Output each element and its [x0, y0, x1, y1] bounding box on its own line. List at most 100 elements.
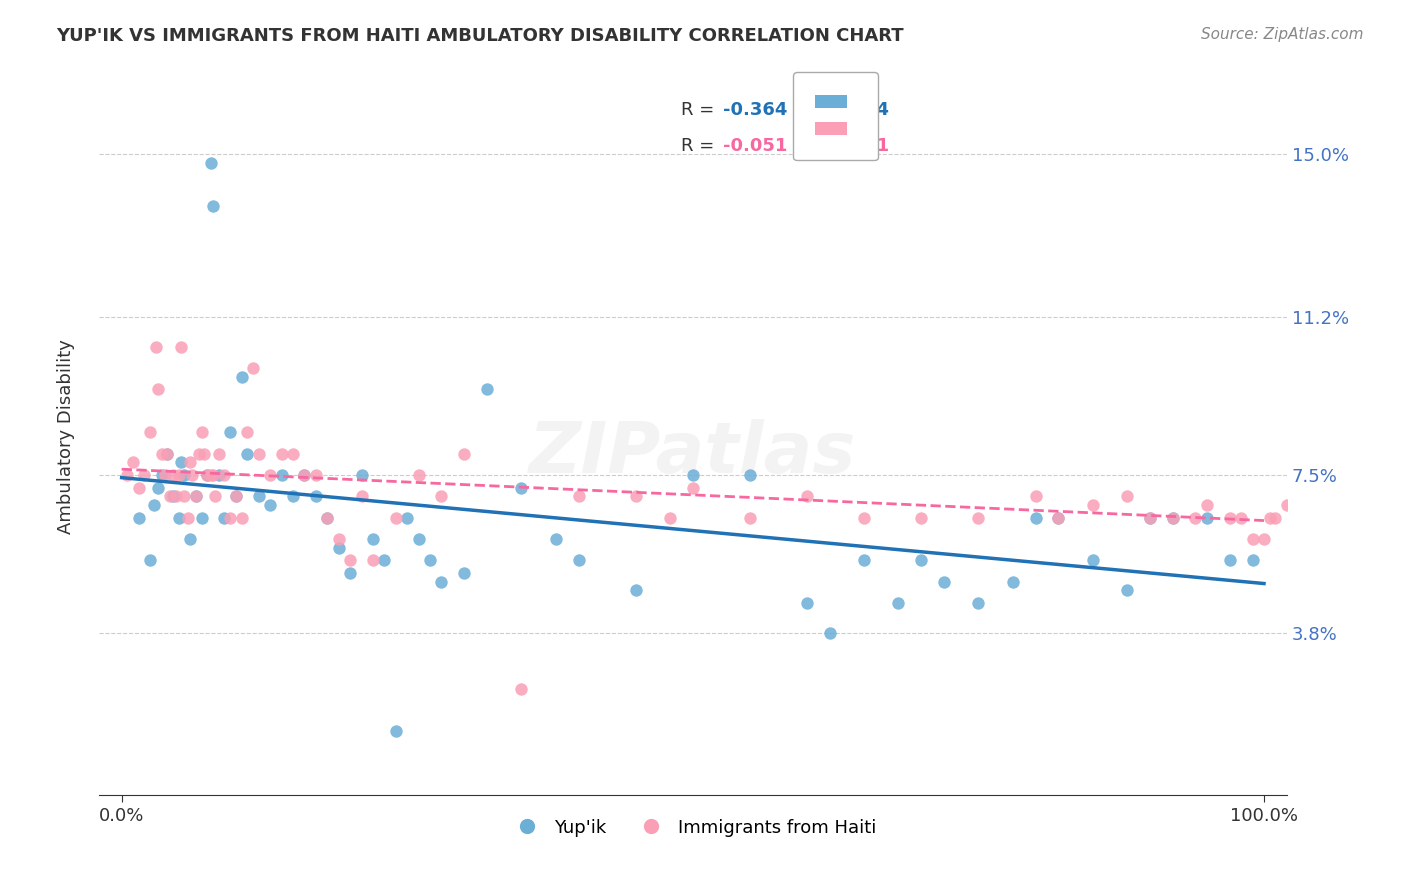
Point [544, 532, 567, 546]
Point [195, 467, 218, 482]
Point [1081, 553, 1104, 567]
Point [339, 553, 361, 567]
Point [242, 361, 264, 376]
Text: Source: ZipAtlas.com: Source: ZipAtlas.com [1201, 27, 1364, 42]
Point [316, 510, 339, 524]
Point [202, 199, 225, 213]
Point [190, 510, 212, 524]
Point [231, 369, 253, 384]
Text: 81: 81 [865, 136, 890, 154]
Point [796, 596, 818, 610]
Point [385, 510, 408, 524]
Point [188, 446, 211, 460]
Point [305, 489, 328, 503]
Point [184, 489, 207, 503]
Point [270, 467, 292, 482]
Point [156, 446, 179, 460]
Point [1258, 510, 1281, 524]
Point [214, 510, 236, 524]
Point [1001, 574, 1024, 589]
Point [305, 467, 328, 482]
Point [682, 467, 704, 482]
Point [247, 489, 270, 503]
Point [1081, 498, 1104, 512]
Point [150, 467, 173, 482]
Point [510, 681, 533, 696]
Point [139, 425, 162, 439]
Point [339, 566, 361, 581]
Point [453, 566, 475, 581]
Y-axis label: Ambulatory Disability: Ambulatory Disability [58, 339, 75, 533]
Text: N =: N = [824, 136, 863, 154]
Point [208, 446, 231, 460]
Point [167, 467, 190, 482]
Text: -0.051: -0.051 [723, 136, 787, 154]
Point [200, 156, 222, 170]
Point [219, 425, 242, 439]
Point [294, 467, 316, 482]
Point [1286, 510, 1309, 524]
Point [361, 553, 384, 567]
Point [1219, 553, 1241, 567]
Text: YUP'IK VS IMMIGRANTS FROM HAITI AMBULATORY DISABILITY CORRELATION CHART: YUP'IK VS IMMIGRANTS FROM HAITI AMBULATO… [56, 27, 904, 45]
Point [214, 467, 236, 482]
Point [419, 553, 441, 567]
Point [408, 467, 430, 482]
Point [177, 510, 200, 524]
Point [184, 489, 207, 503]
Point [181, 467, 204, 482]
Point [910, 510, 932, 524]
Point [350, 467, 373, 482]
Point [624, 583, 647, 598]
Legend: Yup'ik, Immigrants from Haiti: Yup'ik, Immigrants from Haiti [502, 812, 884, 844]
Point [818, 626, 841, 640]
Point [148, 481, 170, 495]
Point [967, 510, 990, 524]
Point [219, 510, 242, 524]
Point [294, 467, 316, 482]
Point [117, 467, 139, 482]
Point [1253, 532, 1275, 546]
Point [373, 553, 395, 567]
Point [1264, 510, 1286, 524]
Point [1184, 510, 1206, 524]
Point [145, 340, 167, 354]
Point [682, 481, 704, 495]
Point [259, 467, 281, 482]
Point [738, 510, 761, 524]
Point [910, 553, 932, 567]
Point [510, 481, 533, 495]
Text: R =: R = [681, 136, 720, 154]
Point [122, 455, 145, 469]
Point [853, 510, 876, 524]
Point [1195, 510, 1218, 524]
Point [1333, 498, 1355, 512]
Point [738, 467, 761, 482]
Point [195, 467, 218, 482]
Point [179, 455, 201, 469]
Point [796, 489, 818, 503]
Point [1161, 510, 1184, 524]
Point [853, 553, 876, 567]
Point [430, 574, 453, 589]
Point [396, 510, 419, 524]
Point [148, 383, 170, 397]
Point [139, 553, 162, 567]
Point [1241, 532, 1264, 546]
Point [1161, 510, 1184, 524]
Point [128, 481, 150, 495]
Point [156, 446, 179, 460]
Point [1024, 510, 1046, 524]
Point [173, 489, 195, 503]
Point [967, 596, 990, 610]
Point [225, 489, 247, 503]
Point [934, 574, 956, 589]
Point [1195, 498, 1218, 512]
Point [153, 467, 176, 482]
Point [350, 489, 373, 503]
Point [477, 383, 499, 397]
Point [568, 489, 591, 503]
Point [1355, 532, 1378, 546]
Point [190, 425, 212, 439]
Point [167, 510, 190, 524]
